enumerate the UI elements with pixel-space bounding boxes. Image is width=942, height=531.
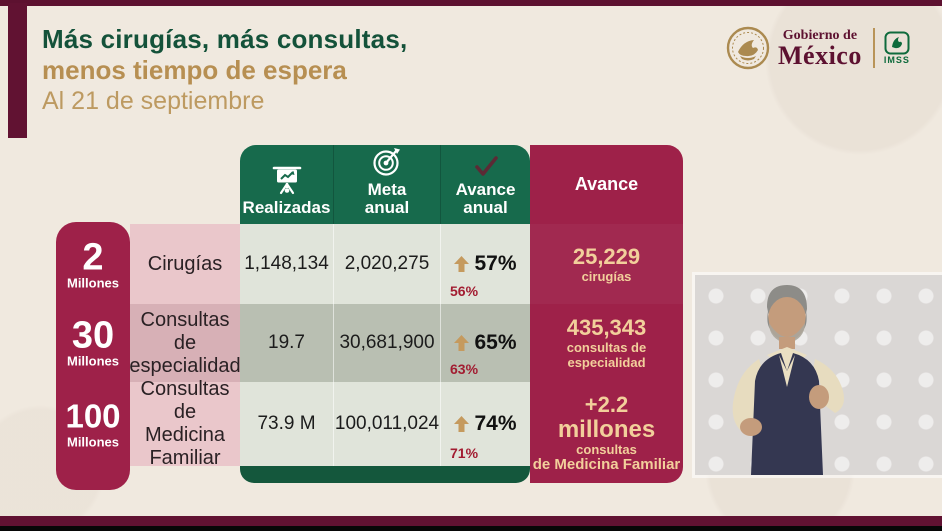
meta-anual-label: Meta anual	[365, 181, 409, 217]
realizadas-value: 1,148,134	[240, 224, 333, 304]
realizadas-value: 73.9 M	[240, 382, 333, 466]
avance-value: +2.2	[584, 392, 629, 417]
pct-previous: 63%	[450, 361, 479, 377]
goal-number: 30	[71, 314, 115, 357]
goal-unit: Millones	[66, 275, 119, 291]
pct-main: 65%	[454, 331, 517, 355]
gobierno-mexico-logo: Gobierno de México IMSS	[726, 22, 922, 74]
imss-emblem-icon	[884, 31, 910, 55]
avance-unit: cirugías	[581, 268, 632, 284]
table-bottom-green-strip	[240, 466, 530, 483]
avance-title: Avance	[574, 174, 639, 194]
avance-column-header: Avance	[530, 145, 683, 224]
goal-cirugias: 2 Millones	[56, 236, 130, 291]
row-label: Cirugías	[130, 224, 240, 304]
imss-label: IMSS	[883, 55, 910, 65]
title-line1: Más cirugías, más consultas,	[42, 24, 408, 54]
pct-main: 57%	[454, 252, 517, 276]
avance-value: 435,343	[566, 315, 647, 340]
imss-logo: IMSS	[884, 31, 910, 65]
avance-unit-line1: consultas	[576, 442, 637, 457]
table-row-especialidad: Consultas de especialidad 19.7 30,681,90…	[129, 304, 530, 382]
goal-unit: Millones	[66, 353, 119, 369]
avance-column: Avance 25,229 cirugías 435,343 consultas…	[530, 145, 683, 483]
bottom-maroon-bar	[0, 516, 942, 526]
goal-especialidad: 30 Millones	[56, 314, 130, 369]
avance-anual-cell: 74% 71%	[440, 382, 530, 466]
top-maroon-bar	[0, 0, 942, 6]
title-line2: menos tiempo de espera	[42, 55, 347, 85]
pct-value: 57%	[474, 252, 517, 275]
sign-language-interpreter-video	[695, 275, 942, 475]
goals-column: 2 Millones 30 Millones 100 Millones	[56, 222, 130, 490]
page-title: Más cirugías, más consultas, menos tiemp…	[42, 24, 407, 117]
avance-anual-cell: 65% 63%	[440, 304, 530, 382]
goal-number: 2	[82, 236, 104, 279]
check-icon	[474, 156, 498, 176]
table-header-row: Realizadas Meta anual Avance anual	[240, 145, 530, 224]
pct-value: 65%	[474, 331, 517, 354]
avance-cell-cirugias: 25,229 cirugías	[530, 224, 683, 304]
avance-value: 25,229	[572, 243, 641, 269]
table-row-cirugias: Cirugías 1,148,134 2,020,275 57% 56%	[130, 224, 530, 304]
avance-anual-label: Avance anual	[456, 181, 516, 217]
goal-medicina-familiar: 100 Millones	[56, 397, 130, 450]
eagle-seal-icon	[726, 26, 770, 70]
pct-previous: 56%	[450, 283, 479, 299]
meta-anual-value: 2,020,275	[333, 224, 440, 304]
meta-anual-value: 100,011,024	[333, 382, 440, 466]
presentation-chart-icon	[272, 166, 301, 195]
gobierno-wordmark: Gobierno de México	[778, 27, 862, 70]
avance-anual-line2: anual	[463, 198, 508, 217]
goal-unit: Millones	[66, 434, 119, 450]
up-arrow-icon	[454, 335, 470, 351]
interpreter-figure	[732, 285, 844, 475]
realizadas-value: 19.7	[240, 304, 333, 382]
bottom-black-edge	[0, 526, 942, 531]
meta-anual-value: 30,681,900	[333, 304, 440, 382]
goal-number: 100	[65, 397, 121, 435]
avance-value-unit: millones	[557, 416, 656, 443]
avance-unit-line1: consultas de	[566, 340, 647, 355]
column-header-realizadas: Realizadas	[240, 145, 333, 224]
realizadas-label: Realizadas	[242, 198, 331, 217]
avance-unit-line2: especialidad	[567, 355, 646, 370]
column-header-avance-anual: Avance anual	[440, 145, 530, 224]
gobierno-line1: Gobierno de	[782, 27, 858, 43]
avance-unit-line2: de Medicina Familiar	[532, 456, 681, 473]
pct-previous: 71%	[450, 445, 479, 461]
title-accent-bar	[8, 3, 27, 138]
logo-divider	[872, 28, 875, 68]
meta-anual-line1: Meta	[367, 180, 407, 199]
avance-anual-line1: Avance	[455, 180, 516, 199]
up-arrow-icon	[454, 256, 470, 272]
row-label: Consultas de especialidad	[129, 304, 241, 382]
avance-cell-medicina-familiar: +2.2 millones consultas de Medicina Fami…	[530, 382, 683, 483]
column-header-meta-anual: Meta anual	[333, 145, 440, 224]
avance-cell-especialidad: 435,343 consultas de especialidad	[530, 304, 683, 382]
pct-value: 74%	[474, 412, 517, 435]
meta-anual-line2: anual	[364, 198, 410, 217]
table-row-medicina-familiar: Consultas de Medicina Familiar 73.9 M 10…	[130, 378, 530, 469]
target-dart-icon	[373, 148, 400, 176]
row-label: Consultas de Medicina Familiar	[130, 378, 240, 469]
gobierno-line2: México	[778, 40, 862, 70]
title-date: Al 21 de septiembre	[42, 87, 265, 115]
pct-main: 74%	[454, 412, 517, 436]
up-arrow-icon	[454, 416, 470, 432]
avance-anual-cell: 57% 56%	[440, 224, 530, 304]
